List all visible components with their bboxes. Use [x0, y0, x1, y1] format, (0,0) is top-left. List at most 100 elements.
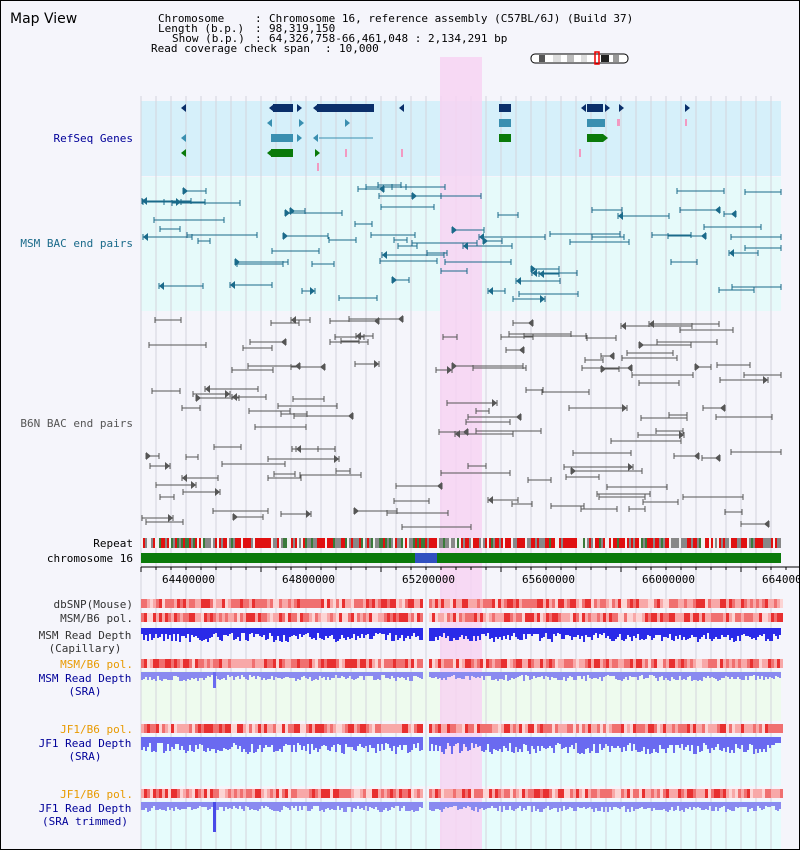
- heat-cell: [216, 789, 219, 798]
- depth-bar: [633, 802, 635, 811]
- heat-cell: [576, 659, 579, 668]
- strand-arrow-icon: [310, 287, 315, 295]
- heat-cell: [213, 724, 216, 733]
- depth-bar: [223, 628, 225, 635]
- depth-bar: [699, 737, 701, 752]
- heat-cell: [729, 613, 732, 622]
- b6n-bac-end-pairs-label[interactable]: B6N BAC end pairs: [20, 417, 133, 430]
- heat-cell: [234, 613, 237, 622]
- depth-bar: [405, 737, 407, 745]
- heat-cell: [657, 613, 660, 622]
- heat-cell: [318, 724, 321, 733]
- depth-bar: [433, 802, 435, 811]
- depth-bar: [391, 628, 393, 641]
- heat-cell: [633, 613, 636, 622]
- heat-cell: [405, 613, 408, 622]
- repeat-element: [589, 538, 591, 548]
- depth-bar: [549, 737, 551, 746]
- heat-cell: [459, 613, 462, 622]
- heat-cell: [156, 724, 159, 733]
- refseq-genes-label[interactable]: RefSeq Genes: [53, 132, 133, 145]
- depth-bar: [193, 628, 195, 637]
- depth-bar: [563, 672, 565, 677]
- depth-bar: [703, 802, 705, 810]
- heat-cell: [633, 789, 636, 798]
- depth-bar: [155, 737, 157, 752]
- depth-bar: [615, 672, 617, 679]
- heat-cell: [249, 724, 252, 733]
- depth-bar: [491, 802, 493, 806]
- depth-bar: [407, 628, 409, 636]
- repeat-element: [733, 538, 735, 548]
- depth-bar: [767, 628, 769, 639]
- depth-bar: [323, 628, 325, 640]
- heat-cell: [531, 789, 534, 798]
- depth-bar: [393, 737, 395, 746]
- depth-bar: [721, 802, 723, 807]
- depth-bar: [691, 628, 693, 635]
- repeat-element: [243, 538, 245, 548]
- axis-tick-label: 65200000: [402, 573, 455, 586]
- depth-bar: [389, 802, 391, 810]
- heat-cell: [441, 789, 444, 798]
- heat-cell: [540, 789, 543, 798]
- depth-bar: [601, 802, 603, 807]
- strand-arrow-icon: [452, 362, 457, 370]
- heat-cell: [144, 613, 147, 622]
- depth-bar: [487, 628, 489, 633]
- heat-cell: [453, 724, 456, 733]
- depth-bar: [157, 628, 159, 638]
- heat-cell: [510, 659, 513, 668]
- depth-bar: [359, 672, 361, 676]
- depth-bar: [673, 672, 675, 679]
- msm-bac-end-pairs-label[interactable]: MSM BAC end pairs: [20, 237, 133, 250]
- msm-b6-pol-label-1: MSM/B6 pol.: [60, 612, 133, 625]
- heat-cell: [219, 789, 222, 798]
- heat-cell: [408, 599, 411, 608]
- depth-bar: [173, 802, 175, 811]
- heat-cell: [435, 724, 438, 733]
- heat-cell: [516, 613, 519, 622]
- strand-arrow-icon: [267, 119, 272, 127]
- depth-bar: [149, 802, 151, 811]
- depth-bar: [175, 737, 177, 744]
- heat-cell: [750, 599, 753, 608]
- repeat-element: [641, 538, 643, 548]
- depth-bar: [641, 802, 643, 807]
- repeat-element: [217, 538, 219, 548]
- depth-bar: [649, 628, 651, 636]
- heat-cell: [507, 613, 510, 622]
- repeat-element: [307, 538, 309, 548]
- heat-cell: [696, 724, 699, 733]
- depth-bar: [297, 802, 299, 811]
- depth-bar: [625, 628, 627, 639]
- heat-cell: [723, 599, 726, 608]
- heat-cell: [183, 659, 186, 668]
- depth-bar: [509, 802, 511, 806]
- depth-bar: [693, 737, 695, 754]
- depth-bar: [693, 672, 695, 680]
- strand-arrow-icon: [356, 332, 361, 340]
- heat-cell: [624, 599, 627, 608]
- depth-bar: [435, 628, 437, 637]
- repeat-element: [619, 538, 621, 548]
- depth-bar: [269, 628, 271, 633]
- repeat-element: [193, 538, 195, 548]
- depth-bar: [165, 628, 167, 634]
- depth-bar: [143, 737, 145, 747]
- strand-arrow-icon: [720, 404, 725, 412]
- repeat-element: [607, 538, 609, 548]
- depth-bar: [235, 672, 237, 677]
- strand-arrow-icon: [334, 455, 339, 463]
- depth-bar: [313, 672, 315, 680]
- depth-bar: [377, 628, 379, 634]
- depth-bar: [775, 737, 777, 743]
- depth-bar: [285, 737, 287, 744]
- heat-cell: [567, 659, 570, 668]
- depth-bar: [537, 802, 539, 809]
- depth-bar: [347, 802, 349, 807]
- heat-cell: [228, 724, 231, 733]
- repeat-element: [201, 538, 203, 548]
- depth-bar: [391, 737, 393, 751]
